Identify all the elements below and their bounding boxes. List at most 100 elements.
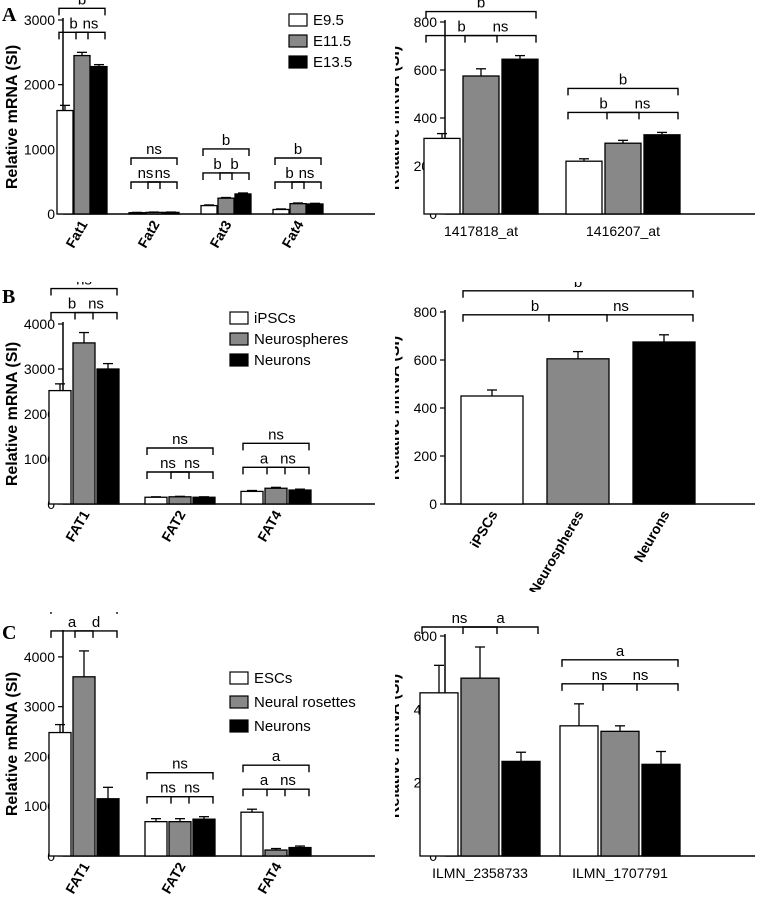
bar xyxy=(144,496,168,505)
panel-label-a: A xyxy=(2,4,17,26)
legend-label: iPSCs xyxy=(254,310,296,327)
y-tick-label: 800 xyxy=(414,304,438,320)
significance-bracket xyxy=(462,290,694,298)
panel-label-b: B xyxy=(2,286,16,308)
legend-swatch xyxy=(229,671,249,685)
significance-bracket xyxy=(146,471,190,479)
bar xyxy=(559,725,599,857)
legend-swatch xyxy=(229,695,249,709)
significance-label: ns xyxy=(146,141,162,158)
y-axis-title: Relative mRNA (SI) xyxy=(4,342,21,486)
significance-label: ns xyxy=(160,455,176,472)
y-tick-label: 600 xyxy=(414,62,438,78)
y-tick-label: 1000 xyxy=(24,798,55,814)
significance-bracket xyxy=(147,181,178,189)
legend-swatch xyxy=(229,311,249,325)
legend-label: E13.5 xyxy=(313,54,352,71)
bar xyxy=(72,342,96,505)
significance-label: b xyxy=(68,296,76,313)
chart-a-left: 0 1000 2000 3000 Relative mRNA (SI) Fat1 Fat2 F… xyxy=(4,0,375,250)
bar xyxy=(546,358,610,505)
significance-label: b xyxy=(574,282,582,291)
legend-label: Neurons xyxy=(254,352,311,369)
significance-label: ns xyxy=(268,426,284,443)
significance-bracket xyxy=(202,148,250,156)
y-tick-label: 0 xyxy=(429,496,437,512)
significance-label: ns xyxy=(155,165,171,182)
significance-bracket xyxy=(274,157,322,165)
bar xyxy=(192,818,216,857)
chart-c-right: 0200400600Relative mRNA (SI)ILMN_2358733… xyxy=(395,612,755,881)
y-tick-label: 600 xyxy=(414,628,438,644)
bar xyxy=(600,730,640,857)
y-axis-title: Relative mRNA (SI) xyxy=(4,672,21,816)
significance-bracket xyxy=(58,31,89,40)
significance-bracket xyxy=(242,764,310,773)
y-tick-label: 2000 xyxy=(24,77,55,93)
significance-label: ns xyxy=(184,455,200,472)
bar xyxy=(264,849,288,857)
bar xyxy=(240,811,264,857)
significance-label: a xyxy=(260,450,269,467)
x-tick-label: FAT2 xyxy=(158,507,189,544)
legend-label: ESCs xyxy=(254,670,292,687)
bar xyxy=(240,490,264,505)
significance-bracket xyxy=(602,683,679,691)
significance-bracket xyxy=(170,795,214,804)
significance-label: d xyxy=(92,614,100,631)
y-tick-label: 3000 xyxy=(24,12,55,28)
y-tick-label: 200 xyxy=(414,448,438,464)
significance-bracket xyxy=(50,612,118,614)
x-tick-label: FAT1 xyxy=(62,507,93,544)
y-axis-title: Relative mRNA (SI) xyxy=(395,336,403,480)
bar xyxy=(289,203,307,215)
y-tick-label: 4000 xyxy=(24,649,55,665)
chart-b-left: 01000200030004000Relative mRNA (SI)FAT1F… xyxy=(4,282,375,544)
x-tick-label: ILMN_2358733 xyxy=(432,865,528,881)
significance-bracket xyxy=(425,34,498,43)
significance-label: a xyxy=(68,614,77,631)
significance-bracket xyxy=(548,314,694,322)
significance-bracket xyxy=(421,626,498,634)
significance-bracket xyxy=(606,111,679,120)
significance-label: a xyxy=(616,643,625,660)
y-tick-label: 2000 xyxy=(24,406,55,422)
y-tick-label: 800 xyxy=(414,14,438,30)
significance-label: ns xyxy=(635,95,651,112)
significance-bracket xyxy=(266,466,310,475)
chart-c-left: 01000200030004000Relative mRNA (SI)FAT1F… xyxy=(4,612,375,896)
bar xyxy=(632,341,696,505)
significance-label: b xyxy=(213,156,221,173)
y-tick-label: 4000 xyxy=(24,316,55,332)
x-tick-label: Fat1 xyxy=(62,217,90,250)
significance-bracket xyxy=(50,311,94,320)
y-tick-label: 3000 xyxy=(24,361,55,377)
significance-label: ns xyxy=(299,165,315,182)
bar xyxy=(73,54,91,215)
significance-label: b xyxy=(69,15,77,32)
x-tick-label: Fat4 xyxy=(278,217,306,250)
significance-label: ns xyxy=(493,19,509,36)
legend-label: Neurons xyxy=(254,718,311,735)
bar xyxy=(217,197,235,215)
significance-bracket xyxy=(146,771,214,780)
bar xyxy=(48,389,72,505)
x-tick-label: FAT4 xyxy=(254,507,285,544)
significance-bracket xyxy=(50,287,118,296)
significance-label: ns xyxy=(83,15,99,32)
significance-label: b xyxy=(294,141,302,158)
bar xyxy=(144,821,168,857)
bar xyxy=(56,109,74,215)
significance-label: ns xyxy=(138,165,154,182)
y-tick-label: 0 xyxy=(47,206,55,222)
significance-label: ns xyxy=(633,667,649,684)
significance-label: b xyxy=(78,0,86,8)
y-tick-label: 600 xyxy=(414,352,438,368)
significance-label: a xyxy=(496,612,505,627)
legend-label: E9.5 xyxy=(313,12,344,29)
legend-swatch xyxy=(229,719,249,733)
bar xyxy=(419,692,459,857)
significance-bracket xyxy=(274,181,305,189)
legend-swatch xyxy=(288,55,308,69)
bar xyxy=(604,142,642,215)
